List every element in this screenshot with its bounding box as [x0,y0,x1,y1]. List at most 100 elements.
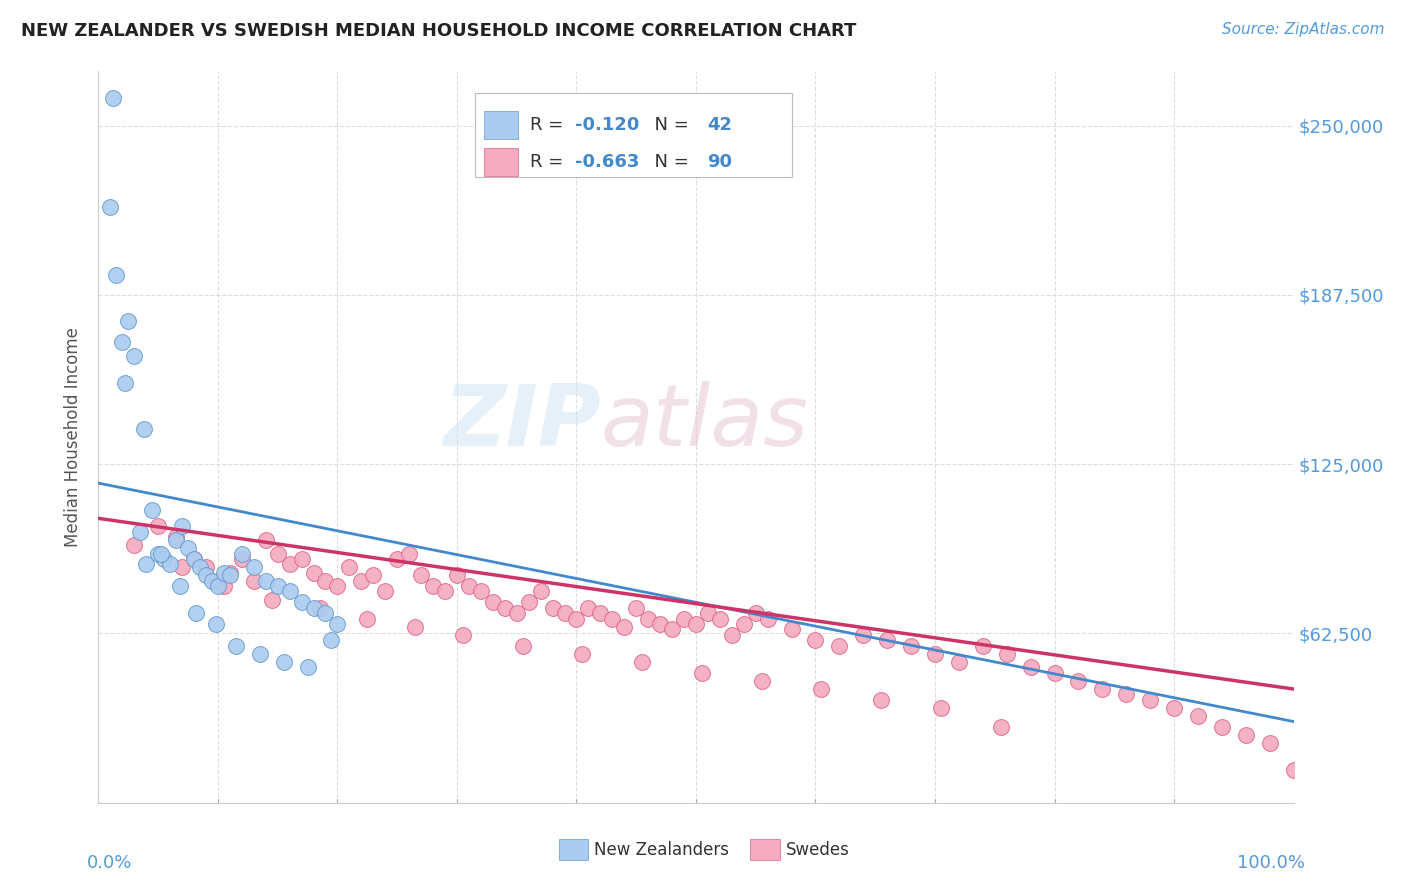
Point [315,606,337,620]
Text: 90: 90 [707,153,731,171]
Point [135,558,157,572]
Point [149,547,172,561]
Point [1163,701,1185,715]
Point [195,560,218,574]
Point [212,579,235,593]
Point [554,606,576,620]
Point [249,647,271,661]
Point [225,639,247,653]
Point [1019,660,1042,674]
Point [589,606,612,620]
Point [291,595,314,609]
Bar [485,148,517,177]
Point [751,673,773,688]
Point [204,617,226,632]
Text: N =: N = [644,153,695,171]
Point [105,268,128,282]
Point [780,623,803,637]
Text: 42: 42 [707,116,731,135]
Point [626,600,648,615]
Text: Swedes: Swedes [786,840,849,859]
Point [148,547,170,561]
Point [326,579,349,593]
Point [661,623,683,637]
Point [98,200,122,214]
Point [876,633,898,648]
Point [124,349,146,363]
Point [243,574,266,588]
Bar [485,112,517,139]
Point [602,611,624,625]
Text: -0.663: -0.663 [575,153,640,171]
Point [188,560,211,574]
Point [404,620,426,634]
Point [1067,673,1090,688]
Point [207,579,229,593]
Text: -0.120: -0.120 [575,116,640,135]
Point [494,600,516,615]
Point [385,552,409,566]
Point [326,617,349,632]
Point [183,552,205,566]
Point [948,655,970,669]
Point [117,313,139,327]
Point [153,552,176,566]
Point [132,422,155,436]
Point [219,566,242,580]
Point [637,611,659,625]
Text: 0.0%: 0.0% [87,854,132,872]
Point [165,533,187,547]
Point [129,524,152,539]
Point [267,579,290,593]
Point [756,611,779,625]
Point [231,547,253,561]
Y-axis label: Median Household Income: Median Household Income [65,327,83,547]
Point [363,568,385,582]
Point [1115,688,1137,702]
Point [302,600,325,615]
Point [1282,764,1305,778]
Point [530,584,553,599]
Point [1234,728,1257,742]
Text: NEW ZEALANDER VS SWEDISH MEDIAN HOUSEHOLD INCOME CORRELATION CHART: NEW ZEALANDER VS SWEDISH MEDIAN HOUSEHOL… [21,22,856,40]
Point [990,720,1012,734]
Point [267,547,290,561]
Point [828,639,851,653]
Point [308,600,330,615]
Point [434,584,457,599]
Point [1211,720,1233,734]
Point [673,611,696,625]
Point [321,633,343,648]
Point [172,560,194,574]
Point [201,574,224,588]
Point [411,568,433,582]
Bar [475,94,792,178]
Point [929,701,952,715]
Point [482,595,505,609]
Point [278,558,301,572]
Point [972,639,994,653]
Point [1139,693,1161,707]
Point [278,584,301,599]
Point [1258,736,1281,750]
Point [219,568,242,582]
Text: ZIP: ZIP [443,381,600,464]
Point [315,574,337,588]
Point [141,503,163,517]
Point [458,579,481,593]
Point [685,617,707,632]
Point [709,611,731,625]
Point [165,530,187,544]
Point [745,606,768,620]
Text: R =: R = [530,153,569,171]
Point [148,519,170,533]
Text: R =: R = [530,116,569,135]
Point [212,566,235,580]
Point [900,639,922,653]
Point [422,579,444,593]
Point [517,595,540,609]
Point [398,547,420,561]
Point [254,574,277,588]
Point [995,647,1018,661]
Point [578,600,600,615]
